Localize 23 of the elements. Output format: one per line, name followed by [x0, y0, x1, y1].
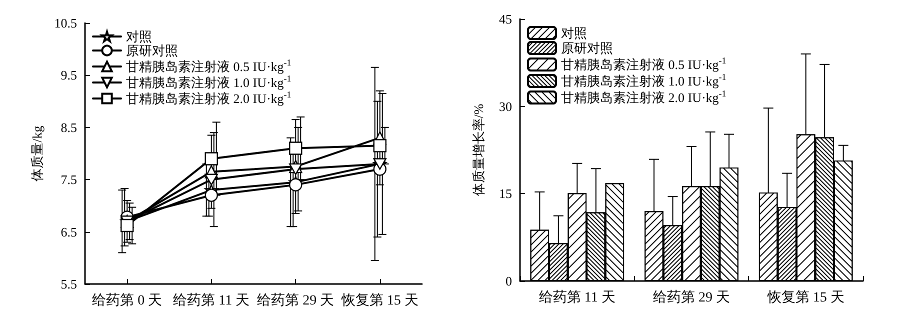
x-tick-label: 给药第 0 天	[92, 292, 162, 308]
y-tick-label: 30	[499, 98, 512, 114]
y-tick-label: 5.5	[60, 276, 77, 292]
y-tick-label: 0	[506, 274, 512, 288]
legend-label: 原研对照	[561, 40, 613, 56]
x-tick-label: 给药第 11 天	[538, 290, 616, 306]
x-tick-label: 给药第 11 天	[173, 292, 250, 308]
y-tick-label: 15	[499, 186, 512, 202]
y-axis-title: 体质量增长率/%	[471, 104, 486, 196]
x-tick-label: 给药第 29 天	[653, 290, 730, 306]
legend-label: 对照	[126, 29, 152, 44]
x-tick-label: 给药第 29 天	[257, 292, 334, 308]
x-tick-label: 恢复第 15 天	[766, 290, 844, 306]
x-tick-label: 恢复第 15 天	[340, 292, 418, 308]
y-tick-label: 8.5	[60, 120, 77, 135]
y-tick-label: 9.5	[60, 68, 77, 83]
y-axis-title: 体质量/kg	[29, 125, 44, 182]
y-tick-label: 45	[499, 12, 512, 26]
legend-label: 对照	[561, 26, 587, 40]
y-tick-label: 7.5	[60, 172, 77, 188]
legend-label: 原研对照	[126, 43, 178, 58]
y-tick-label: 10.5	[54, 16, 77, 30]
y-tick-label: 6.5	[60, 224, 77, 240]
